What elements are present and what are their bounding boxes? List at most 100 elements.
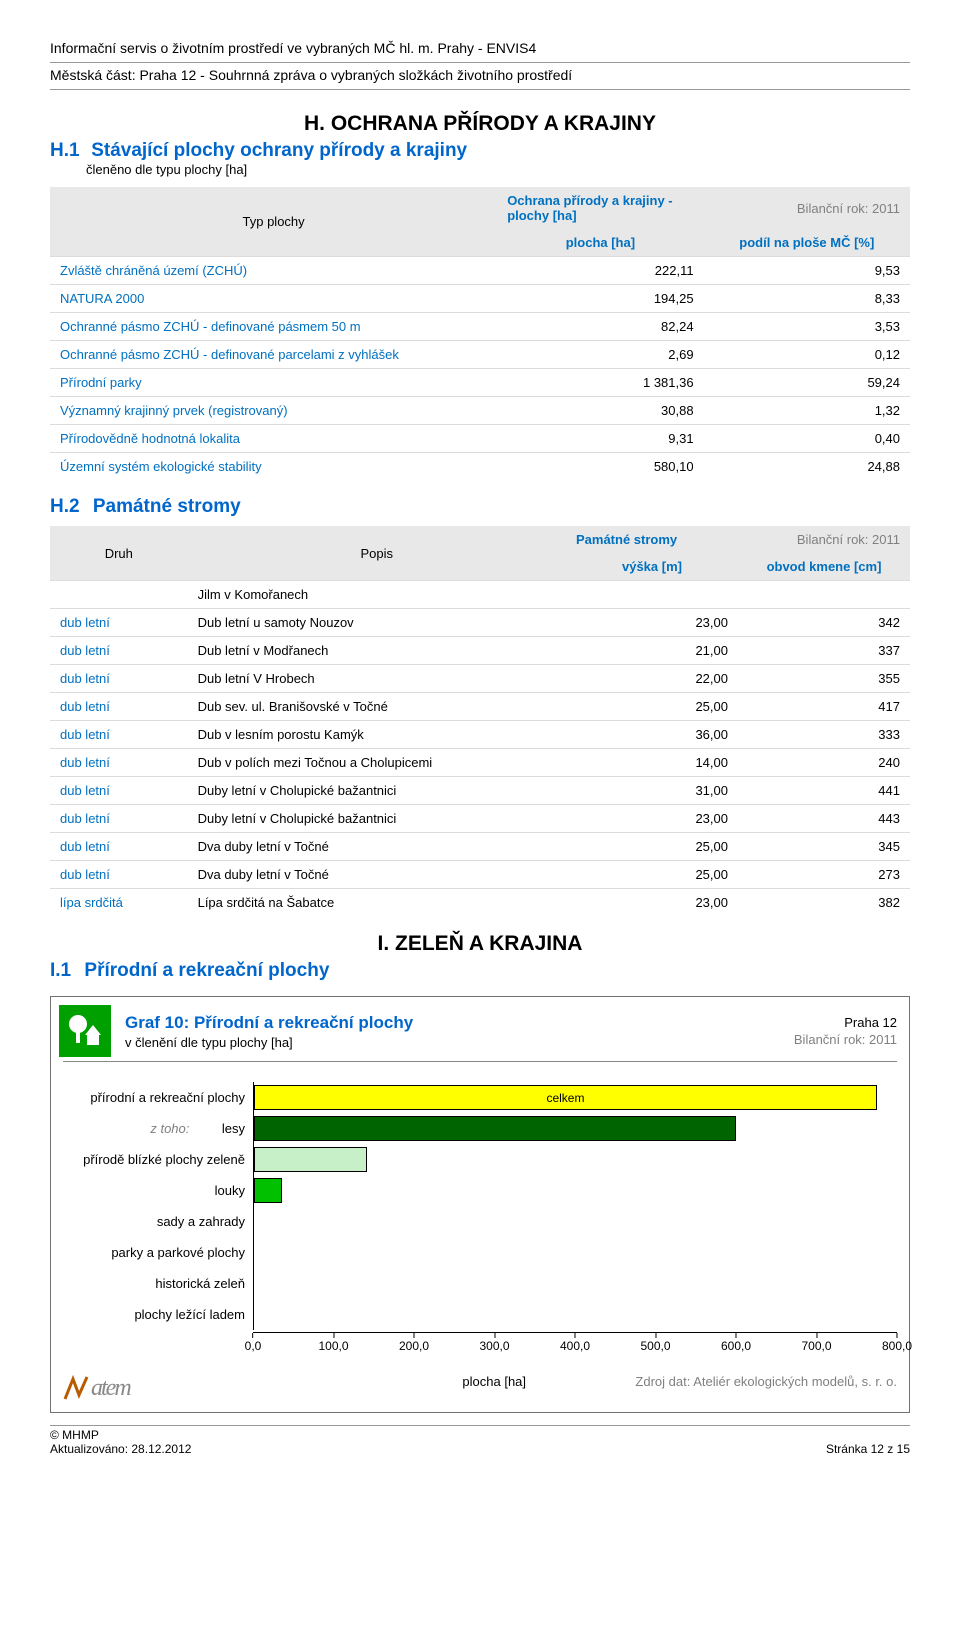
row-popis: Dub letní u samoty Nouzov xyxy=(188,608,566,636)
table-row: Jilm v Komořanech xyxy=(50,580,910,608)
row-label: NATURA 2000 xyxy=(50,284,497,312)
row-popis: Dub v lesním porostu Kamýk xyxy=(188,720,566,748)
row-druh: dub letní xyxy=(50,636,188,664)
row-label: Ochranné pásmo ZCHÚ - definované pásmem … xyxy=(50,312,497,340)
bar-label: přírodní a rekreační plochy xyxy=(63,1090,253,1105)
section-i-title: I. ZELEŇ A KRAJINA xyxy=(50,932,910,956)
bar-row: louky xyxy=(63,1175,897,1206)
row-druh: dub letní xyxy=(50,664,188,692)
row-obvod: 382 xyxy=(738,888,910,916)
row-vyska: 14,00 xyxy=(566,748,738,776)
row-label: Přírodovědně hodnotná lokalita xyxy=(50,424,497,452)
table-row: dub letníDub letní V Hrobech22,00355 xyxy=(50,664,910,692)
bar-track xyxy=(253,1175,897,1206)
table-row: dub letníDub letní v Modřanech21,00337 xyxy=(50,636,910,664)
table2-header-year: Bilanční rok: 2011 xyxy=(738,526,910,553)
row-obvod: 333 xyxy=(738,720,910,748)
table-row: Přírodovědně hodnotná lokalita9,310,40 xyxy=(50,424,910,452)
bar-track xyxy=(253,1237,897,1268)
row-popis: Duby letní v Cholupické bažantnici xyxy=(188,776,566,804)
row-popis: Dub v polích mezi Točnou a Cholupicemi xyxy=(188,748,566,776)
table-row: lípa srdčitáLípa srdčitá na Šabatce23,00… xyxy=(50,888,910,916)
row-value-plocha: 2,69 xyxy=(497,340,703,368)
footer-page: Stránka 12 z 15 xyxy=(826,1442,910,1456)
bar-rect xyxy=(254,1116,736,1141)
bar-track xyxy=(253,1206,897,1237)
bar-row: historická zeleň xyxy=(63,1268,897,1299)
row-value-plocha: 580,10 xyxy=(497,452,703,480)
row-obvod: 273 xyxy=(738,860,910,888)
row-druh: dub letní xyxy=(50,804,188,832)
row-druh: dub letní xyxy=(50,776,188,804)
row-druh: dub letní xyxy=(50,748,188,776)
row-value-plocha: 1 381,36 xyxy=(497,368,703,396)
row-obvod xyxy=(738,580,910,608)
row-vyska: 31,00 xyxy=(566,776,738,804)
bar-track: celkem xyxy=(253,1082,897,1113)
table-row: dub letníDuby letní v Cholupické bažantn… xyxy=(50,776,910,804)
row-druh: lípa srdčitá xyxy=(50,888,188,916)
bar-track xyxy=(253,1268,897,1299)
chart-subtitle: v členění dle typu plochy [ha] xyxy=(125,1035,794,1050)
row-value-podil: 0,12 xyxy=(704,340,910,368)
row-vyska: 25,00 xyxy=(566,832,738,860)
bar-track xyxy=(253,1144,897,1175)
i1-title: Přírodní a rekreační plochy xyxy=(84,960,329,981)
h2-code: H.2 xyxy=(50,496,80,517)
table1-header-year: Bilanční rok: 2011 xyxy=(704,187,910,229)
row-obvod: 345 xyxy=(738,832,910,860)
table1-header-typ: Typ plochy xyxy=(50,187,497,256)
axis-tick: 200,0 xyxy=(399,1333,429,1353)
row-druh: dub letní xyxy=(50,608,188,636)
table-row: dub letníDva duby letní v Točné25,00273 xyxy=(50,860,910,888)
table2-header-popis: Popis xyxy=(188,526,566,580)
bar-text: celkem xyxy=(546,1091,584,1105)
row-vyska: 25,00 xyxy=(566,692,738,720)
footer-updated: Aktualizováno: 28.12.2012 xyxy=(50,1442,191,1456)
section-h-title: H. OCHRANA PŘÍRODY A KRAJINY xyxy=(50,112,910,136)
row-druh: dub letní xyxy=(50,720,188,748)
bar-track xyxy=(253,1299,897,1330)
row-value-podil: 9,53 xyxy=(704,256,910,284)
row-obvod: 240 xyxy=(738,748,910,776)
table-row: Významný krajinný prvek (registrovaný)30… xyxy=(50,396,910,424)
row-vyska: 23,00 xyxy=(566,888,738,916)
axis-tick: 0,0 xyxy=(245,1333,262,1353)
tree-house-icon xyxy=(59,1005,111,1057)
chart-source: Zdroj dat: Ateliér ekologických modelů, … xyxy=(635,1374,897,1402)
row-value-plocha: 194,25 xyxy=(497,284,703,312)
row-druh: dub letní xyxy=(50,860,188,888)
row-vyska: 22,00 xyxy=(566,664,738,692)
row-popis: Dub sev. ul. Branišovské v Točné xyxy=(188,692,566,720)
bar-track xyxy=(253,1113,897,1144)
i1-code: I.1 xyxy=(50,960,71,981)
row-value-podil: 24,88 xyxy=(704,452,910,480)
table2-header-druh: Druh xyxy=(50,526,188,580)
bar-rect xyxy=(254,1147,367,1172)
bar-rect: celkem xyxy=(254,1085,877,1110)
bar-label: louky xyxy=(63,1183,253,1198)
row-obvod: 342 xyxy=(738,608,910,636)
axis-tick: 700,0 xyxy=(801,1333,831,1353)
row-label: Ochranné pásmo ZCHÚ - definované parcela… xyxy=(50,340,497,368)
row-value-podil: 0,40 xyxy=(704,424,910,452)
bar-label: parky a parkové plochy xyxy=(63,1245,253,1260)
bar-row: přírodní a rekreační plochy celkem xyxy=(63,1082,897,1113)
table-row: Územní systém ekologické stability580,10… xyxy=(50,452,910,480)
bar-row: z toho: lesy xyxy=(63,1113,897,1144)
table-row: dub letníDub v lesním porostu Kamýk36,00… xyxy=(50,720,910,748)
h1-desc: členěno dle typu plochy [ha] xyxy=(86,162,910,177)
table-row: Zvláště chráněná území (ZCHÚ)222,119,53 xyxy=(50,256,910,284)
footer-copyright: © MHMP xyxy=(50,1428,191,1442)
bar-label: plochy ležící ladem xyxy=(63,1307,253,1322)
page-header-subtitle: Městská část: Praha 12 - Souhrnná zpráva… xyxy=(50,67,910,90)
table-row: Ochranné pásmo ZCHÚ - definované parcela… xyxy=(50,340,910,368)
table-row: dub letníDva duby letní v Točné25,00345 xyxy=(50,832,910,860)
row-value-plocha: 82,24 xyxy=(497,312,703,340)
row-popis: Dub letní V Hrobech xyxy=(188,664,566,692)
row-label: Významný krajinný prvek (registrovaný) xyxy=(50,396,497,424)
axis-tick: 500,0 xyxy=(640,1333,670,1353)
chart-location: Praha 12 xyxy=(794,1015,897,1030)
row-value-podil: 3,53 xyxy=(704,312,910,340)
row-vyska: 25,00 xyxy=(566,860,738,888)
